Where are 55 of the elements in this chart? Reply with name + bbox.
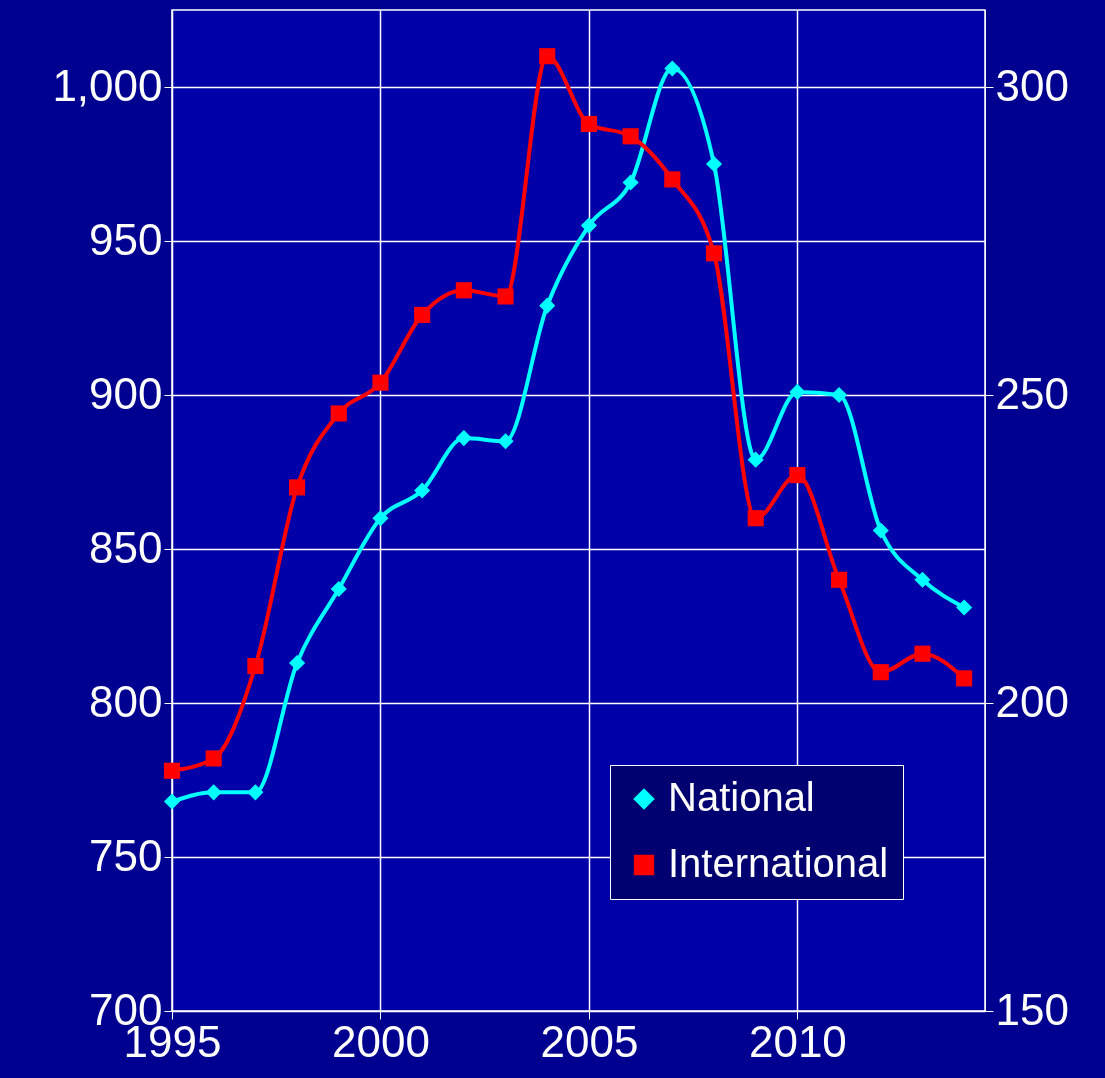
point [747,510,764,527]
point [372,510,389,527]
point [580,115,597,133]
point [205,750,222,767]
point [956,670,973,687]
point [789,383,806,400]
point [330,580,347,598]
point [747,451,764,468]
point [247,657,264,675]
point [414,482,431,499]
point [705,155,723,173]
point [289,479,306,496]
point [914,571,931,588]
point [330,405,347,422]
point [455,430,472,447]
point [622,174,639,191]
point [497,433,514,450]
y2-tick-label: 300 [995,60,1069,110]
point [414,306,431,323]
point [539,297,556,314]
point [831,571,848,588]
point [580,217,597,234]
point [705,245,723,262]
point [539,48,556,65]
point [872,664,889,681]
point [247,784,264,801]
y2-tick-label: 150 [995,984,1069,1034]
y-tick-label: 750 [89,830,163,880]
x-tick-label: 2000 [332,1016,430,1066]
point [831,386,848,404]
point [455,282,472,299]
y2-tick-label: 250 [995,368,1069,418]
point [163,762,181,779]
point [497,288,514,305]
point [956,599,973,616]
point [664,171,681,188]
legend-label: International [668,841,889,885]
y-tick-label: 800 [89,676,163,726]
y-tick-label: 850 [89,522,163,572]
y2-tick-label: 200 [995,676,1069,726]
point [205,784,222,801]
x-tick-label: 2010 [748,1016,847,1066]
legend-label: National [668,775,815,819]
point [914,645,931,662]
point [289,654,306,672]
point [789,467,806,484]
point [372,374,389,391]
x-tick-label: 2005 [540,1016,639,1066]
y-tick-label: 950 [89,214,163,264]
point [163,793,181,810]
y-tick-label: 1,000 [52,60,163,110]
point [872,522,889,539]
y-tick-label: 900 [89,368,163,418]
point [622,128,639,145]
point [664,60,681,77]
